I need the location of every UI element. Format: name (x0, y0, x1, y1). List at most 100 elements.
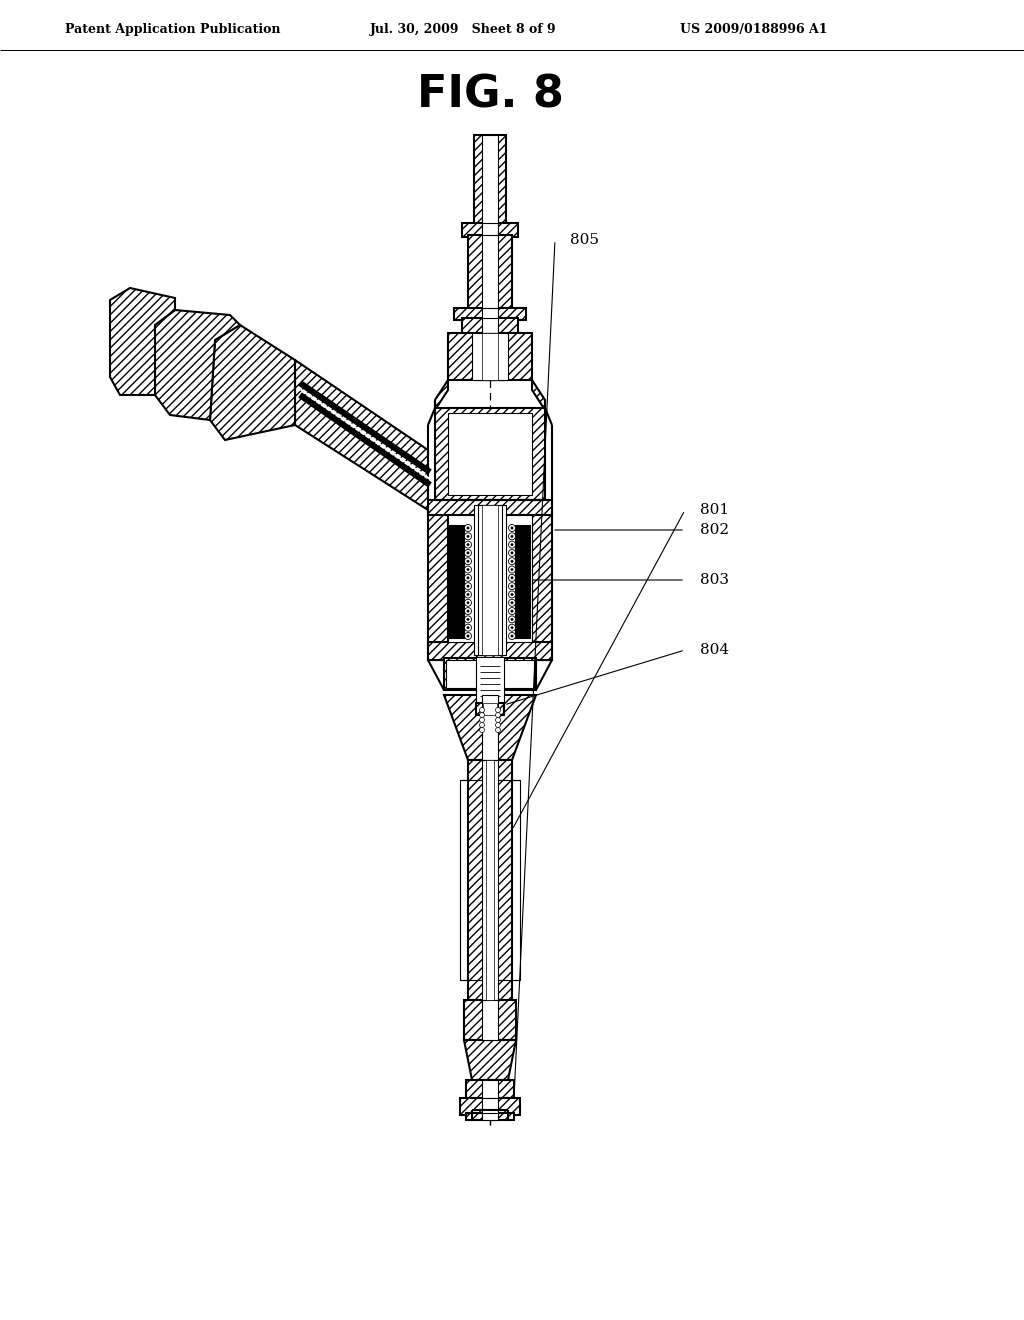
Circle shape (496, 713, 501, 718)
Bar (468, 760, 512, 1001)
Circle shape (479, 718, 484, 722)
Circle shape (465, 632, 471, 639)
Bar (482, 223, 498, 238)
Text: 803: 803 (700, 573, 729, 587)
Bar (482, 235, 498, 310)
Circle shape (465, 533, 471, 540)
Circle shape (509, 549, 515, 557)
Bar (478, 506, 502, 655)
Circle shape (509, 574, 515, 581)
Circle shape (467, 535, 469, 537)
Bar (516, 525, 530, 638)
Bar (449, 413, 532, 495)
Circle shape (509, 524, 515, 532)
Circle shape (467, 544, 469, 545)
Circle shape (509, 616, 515, 623)
Bar (474, 506, 506, 655)
Circle shape (467, 552, 469, 554)
Circle shape (465, 624, 471, 631)
Circle shape (511, 585, 513, 587)
Bar (474, 135, 506, 224)
Circle shape (465, 616, 471, 623)
Bar (482, 135, 498, 224)
Polygon shape (295, 360, 428, 510)
Bar (428, 500, 552, 515)
Bar (449, 333, 532, 380)
Circle shape (511, 635, 513, 638)
Bar (482, 318, 498, 335)
Circle shape (467, 627, 469, 628)
Bar (482, 760, 498, 1001)
Bar (476, 657, 504, 705)
Text: Patent Application Publication: Patent Application Publication (65, 24, 281, 37)
Bar (532, 500, 552, 660)
Bar (462, 318, 518, 335)
Bar (462, 223, 518, 238)
Bar (482, 308, 498, 319)
Polygon shape (464, 1040, 516, 1080)
Bar (446, 660, 534, 688)
Circle shape (467, 610, 469, 612)
Bar (464, 1001, 516, 1040)
Circle shape (465, 524, 471, 532)
Bar (482, 1001, 498, 1040)
Circle shape (465, 566, 471, 573)
Circle shape (496, 718, 501, 722)
Circle shape (467, 618, 469, 620)
Circle shape (511, 618, 513, 620)
Circle shape (509, 599, 515, 606)
Bar (482, 506, 498, 655)
Bar (476, 704, 504, 715)
Bar (428, 500, 449, 660)
Circle shape (509, 632, 515, 639)
Circle shape (496, 727, 501, 733)
Circle shape (509, 624, 515, 631)
Bar (482, 333, 498, 380)
Circle shape (467, 577, 469, 579)
Circle shape (479, 708, 484, 713)
Bar (466, 1113, 514, 1119)
Circle shape (496, 722, 501, 727)
Circle shape (511, 610, 513, 612)
Circle shape (465, 541, 471, 548)
Circle shape (511, 527, 513, 529)
Polygon shape (155, 310, 240, 420)
Circle shape (511, 577, 513, 579)
Bar (454, 308, 526, 319)
Circle shape (511, 602, 513, 605)
Circle shape (479, 713, 484, 718)
Bar (466, 1080, 514, 1098)
Circle shape (511, 593, 513, 595)
Bar (477, 333, 503, 380)
Bar (482, 1098, 498, 1115)
Circle shape (509, 541, 515, 548)
Text: 801: 801 (700, 503, 729, 517)
Bar (460, 780, 520, 979)
Circle shape (509, 566, 515, 573)
Bar (483, 704, 497, 715)
Polygon shape (110, 288, 175, 395)
Circle shape (465, 574, 471, 581)
Bar (482, 696, 498, 760)
Text: Jul. 30, 2009   Sheet 8 of 9: Jul. 30, 2009 Sheet 8 of 9 (370, 24, 557, 37)
Circle shape (511, 544, 513, 545)
Circle shape (467, 527, 469, 529)
Circle shape (509, 582, 515, 590)
Bar (482, 1113, 498, 1119)
Circle shape (465, 558, 471, 565)
Bar (482, 1080, 498, 1098)
Circle shape (467, 593, 469, 595)
Circle shape (509, 558, 515, 565)
Circle shape (511, 569, 513, 570)
Circle shape (511, 560, 513, 562)
Bar (472, 333, 508, 380)
Circle shape (509, 533, 515, 540)
Circle shape (467, 635, 469, 638)
Circle shape (467, 569, 469, 570)
Circle shape (467, 560, 469, 562)
Polygon shape (435, 380, 449, 411)
Polygon shape (532, 380, 545, 411)
Circle shape (465, 599, 471, 606)
Bar (444, 657, 536, 690)
Bar (486, 760, 494, 1001)
